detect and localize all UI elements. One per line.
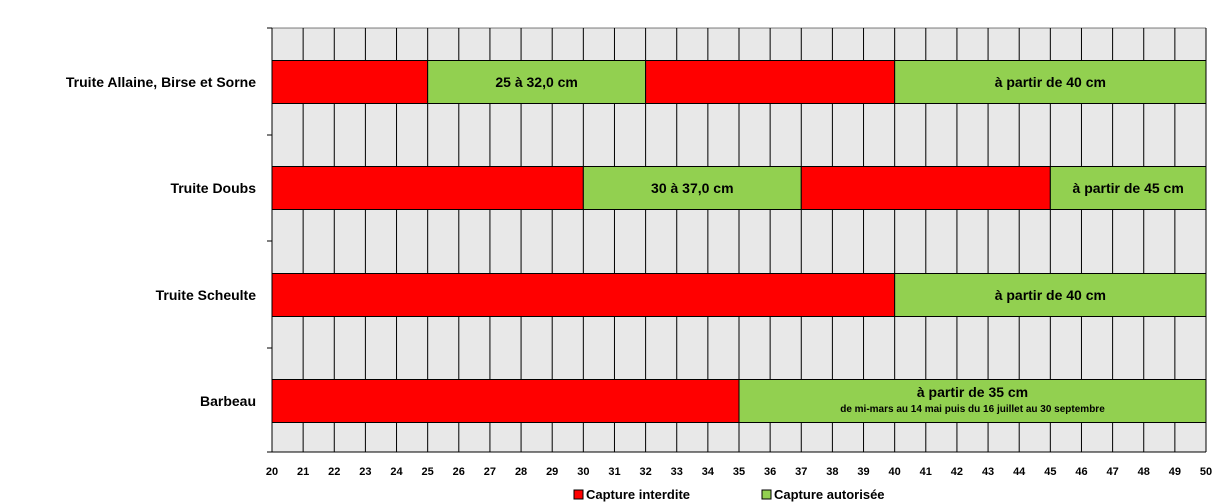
legend-swatch (761, 489, 772, 500)
x-tick-label: 36 (764, 466, 776, 478)
x-tick-label: 33 (671, 466, 683, 478)
x-tick-label: 21 (297, 466, 309, 478)
x-tick-label: 31 (608, 466, 620, 478)
x-tick-label: 23 (359, 466, 371, 478)
category-label: Truite Scheulte (156, 287, 257, 303)
bar-segment-interdite (271, 273, 896, 317)
x-tick-label: 26 (453, 466, 465, 478)
category-label: Truite Allaine, Birse et Sorne (66, 74, 256, 90)
bar-segment-interdite (645, 60, 896, 104)
x-tick-label: 48 (1138, 466, 1150, 478)
x-tick-label: 39 (857, 466, 869, 478)
bar-segment-interdite (800, 166, 1051, 210)
x-tick-label: 37 (795, 466, 807, 478)
bar-segment-interdite (271, 60, 429, 104)
x-tick-label: 20 (266, 466, 278, 478)
bar-label: à partir de 40 cm (995, 287, 1106, 303)
x-tick-label: 34 (702, 466, 715, 478)
category-labels: Truite Allaine, Birse et Sorne Truite Dou… (66, 74, 256, 409)
x-tick-label: 22 (328, 466, 340, 478)
x-tick-label: 25 (422, 466, 434, 478)
legend: Capture interdite Capture autorisée (573, 487, 885, 502)
bar-segment-autorisee (738, 379, 1207, 423)
x-tick-label: 24 (390, 466, 403, 478)
x-tick-label: 42 (951, 466, 963, 478)
x-tick-label: 41 (920, 466, 932, 478)
x-tick-label: 44 (1013, 466, 1026, 478)
legend-label: Capture interdite (586, 487, 690, 502)
legend-swatch (573, 489, 584, 500)
bar-sublabel: de mi-mars au 14 mai puis du 16 juillet … (840, 404, 1105, 415)
x-tick-label: 29 (546, 466, 558, 478)
x-tick-label: 50 (1200, 466, 1212, 478)
bar-segment-autorisee (894, 273, 1207, 317)
bar-segment-autorisee (427, 60, 647, 104)
x-tick-label: 35 (733, 466, 745, 478)
x-tick-label: 40 (889, 466, 901, 478)
bar-segment-interdite (271, 166, 584, 210)
x-tick-label: 27 (484, 466, 496, 478)
x-tick-labels: 20 21 22 23 24 25 26 27 28 29 30 31 32 33 34 35 36 37 38 39… (266, 466, 1212, 478)
category-label: Barbeau (200, 393, 256, 409)
bar-label: à partir de 35 cm (917, 384, 1028, 400)
bar-segment-interdite (271, 379, 740, 423)
bar-segment-autorisee (1049, 166, 1207, 210)
legend-label: Capture autorisée (774, 487, 885, 502)
bar-label: 25 à 32,0 cm (495, 74, 578, 90)
x-tick-label: 45 (1044, 466, 1056, 478)
bar-segment-autorisee (582, 166, 802, 210)
bar-label: à partir de 45 cm (1073, 180, 1184, 196)
bar-label: à partir de 40 cm (995, 74, 1106, 90)
bars-group: 25 à 32,0 cm à partir de 40 cm 30 à 37,0 c… (271, 60, 1207, 423)
x-tick-label: 30 (577, 466, 589, 478)
x-tick-label: 43 (982, 466, 994, 478)
bar-label: 30 à 37,0 cm (651, 180, 734, 196)
x-tick-label: 47 (1106, 466, 1118, 478)
category-label: Truite Doubs (170, 180, 256, 196)
bar-segment-autorisee (894, 60, 1207, 104)
x-tick-label: 46 (1075, 466, 1087, 478)
x-tick-label: 28 (515, 466, 527, 478)
x-tick-label: 32 (639, 466, 651, 478)
x-tick-label: 38 (826, 466, 838, 478)
x-tick-label: 49 (1169, 466, 1181, 478)
